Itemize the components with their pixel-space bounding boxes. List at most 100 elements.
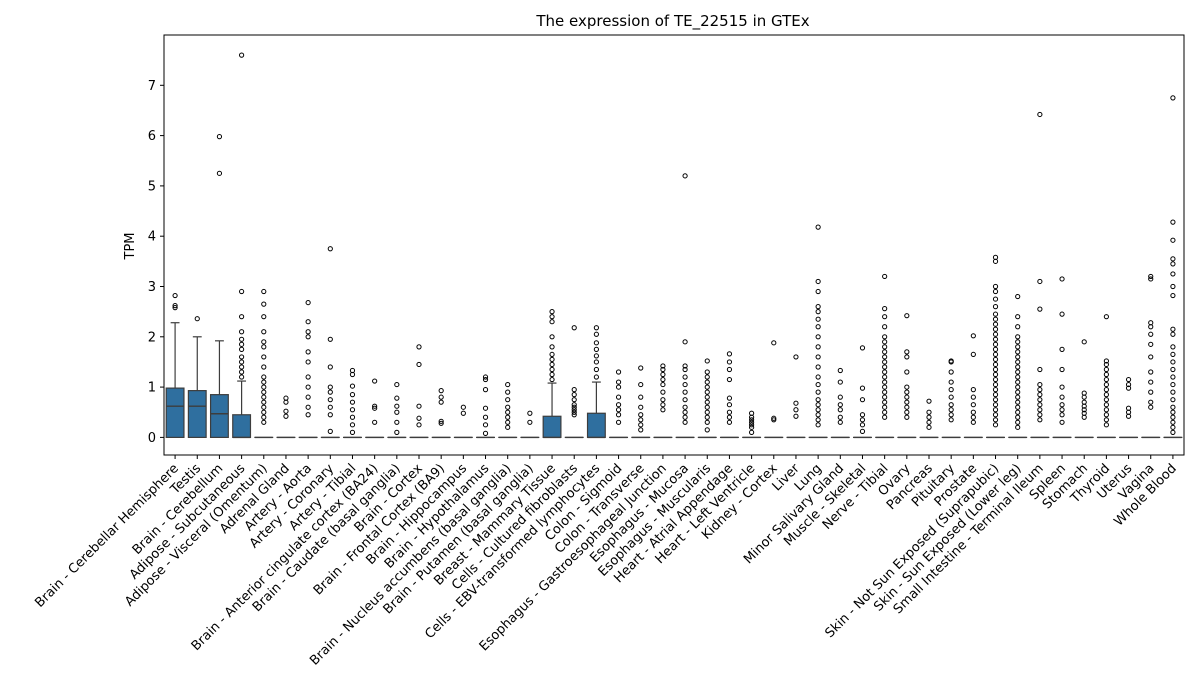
outlier-point — [1170, 95, 1176, 101]
outlier-point — [926, 398, 932, 404]
outlier-point — [726, 366, 733, 373]
box-group — [986, 254, 1005, 439]
outlier-point — [261, 399, 267, 405]
outlier-point — [638, 422, 644, 428]
outlier-point — [970, 351, 976, 358]
outlier-point — [349, 422, 356, 428]
outlier-point — [904, 409, 910, 415]
outlier-point — [948, 417, 954, 423]
outlier-point — [1170, 409, 1176, 415]
outlier-point — [349, 392, 356, 398]
outlier-point — [1059, 402, 1065, 408]
box-group — [742, 410, 762, 439]
y-tick-label: 5 — [148, 179, 156, 194]
outlier-point — [571, 404, 577, 410]
outlier-point — [682, 414, 688, 420]
outlier-point — [1037, 397, 1043, 403]
outlier-point — [638, 417, 644, 423]
outlier-point — [305, 359, 311, 365]
outlier-point — [416, 422, 422, 428]
outlier-point — [992, 402, 999, 408]
outlier-point — [726, 351, 733, 357]
box-group — [897, 313, 917, 439]
outlier-point — [882, 273, 888, 280]
y-tick-label: 7 — [148, 79, 156, 94]
outlier-point — [261, 384, 267, 390]
outlier-point — [194, 316, 200, 322]
outlier-point — [771, 340, 777, 346]
outlier-point — [638, 381, 644, 388]
outlier-point — [882, 349, 888, 355]
outlier-point — [261, 339, 267, 345]
outlier-point — [726, 414, 733, 420]
outlier-point — [1148, 389, 1154, 395]
outlier-point — [904, 394, 910, 400]
outlier-point — [349, 367, 356, 374]
outlier-point — [815, 354, 821, 360]
outlier-point — [948, 358, 954, 364]
outlier-point — [1170, 359, 1176, 365]
outlier-point — [904, 404, 910, 410]
outlier-point — [815, 397, 821, 403]
outlier-point — [1015, 404, 1021, 410]
outlier-point — [815, 309, 821, 315]
outlier-point — [926, 414, 932, 420]
box-group — [498, 381, 518, 439]
outlier-point — [904, 389, 910, 395]
outlier-point — [438, 418, 444, 424]
outlier-point — [305, 404, 311, 410]
outlier-point — [1059, 394, 1065, 400]
outlier-point — [1015, 293, 1021, 300]
outlier-point — [882, 354, 888, 360]
outlier-point — [970, 387, 976, 393]
outlier-point — [815, 381, 821, 388]
outlier-point — [815, 402, 821, 408]
outlier-point — [394, 403, 400, 409]
outlier-point — [1037, 366, 1043, 373]
outlier-point — [992, 283, 999, 290]
box-group — [1052, 276, 1072, 439]
outlier-point — [372, 403, 378, 409]
outlier-point — [571, 409, 577, 415]
outlier-point — [1170, 283, 1176, 290]
outlier-point — [1081, 339, 1087, 345]
outlier-point — [1103, 412, 1109, 418]
outlier-point — [327, 404, 333, 410]
outlier-point — [970, 333, 976, 339]
outlier-point — [726, 409, 733, 415]
outlier-point — [704, 427, 710, 433]
boxes-layer — [165, 52, 1183, 439]
outlier-point — [1059, 419, 1065, 425]
outlier-point — [992, 361, 999, 368]
outlier-point — [1059, 366, 1065, 373]
outlier-point — [749, 419, 755, 425]
box-group — [1096, 314, 1116, 439]
outlier-point — [660, 407, 666, 413]
box-group — [1163, 95, 1183, 439]
outlier-point — [660, 366, 666, 373]
outlier-point — [992, 356, 999, 363]
outlier-point — [926, 409, 932, 415]
y-tick-label: 4 — [148, 230, 156, 245]
outlier-point — [1037, 381, 1043, 388]
outlier-point — [1125, 376, 1132, 383]
outlier-point — [261, 374, 267, 380]
outlier-point — [482, 422, 489, 428]
outlier-point — [882, 359, 888, 365]
outlier-point — [1037, 407, 1043, 413]
outlier-point — [1015, 344, 1021, 350]
outlier-point — [1059, 276, 1065, 282]
outlier-point — [815, 334, 821, 340]
outlier-point — [815, 389, 821, 395]
outlier-point — [992, 336, 999, 342]
outlier-point — [615, 407, 622, 413]
box-group — [1074, 339, 1094, 439]
outlier-point — [261, 344, 267, 350]
outlier-point — [460, 404, 466, 410]
box-group — [719, 351, 739, 439]
outlier-point — [1059, 384, 1065, 390]
outlier-point — [1125, 385, 1132, 391]
outlier-point — [1015, 394, 1021, 400]
y-tick-label: 6 — [148, 129, 156, 144]
outlier-point — [549, 361, 555, 368]
